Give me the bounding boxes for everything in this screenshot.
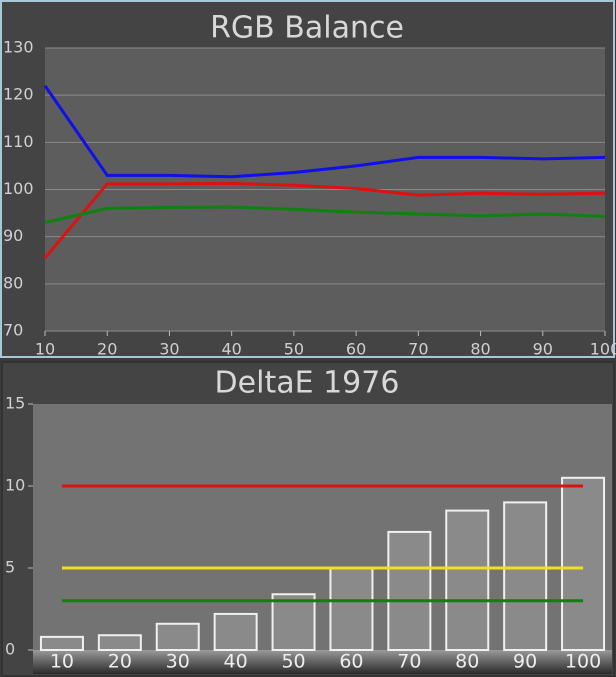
y-tick-label: 15: [5, 394, 25, 413]
y-tick-label: 5: [5, 558, 15, 577]
series-line: [44, 205, 606, 224]
x-tick-label: 70: [408, 340, 428, 359]
x-tick-label: 20: [97, 340, 117, 359]
x-tick-label: 80: [455, 651, 479, 673]
y-tick-label: 0: [5, 640, 15, 659]
y-tick-label: 80: [3, 273, 23, 292]
x-tick-label: 30: [166, 651, 190, 673]
x-tick-label: 100: [590, 340, 616, 359]
x-tick-label: 90: [533, 340, 553, 359]
series-line: [43, 84, 606, 179]
bar: [561, 476, 606, 651]
y-tick-label: 70: [3, 321, 23, 340]
x-tick-label: 40: [221, 340, 241, 359]
y-tick-label: 120: [3, 85, 34, 104]
bar: [445, 509, 490, 651]
bar: [97, 634, 142, 651]
x-tick-label: 20: [108, 651, 132, 673]
x-tick-label: 40: [224, 651, 248, 673]
chart-title: DeltaE 1976: [215, 366, 400, 401]
bar: [213, 612, 258, 651]
x-tick-label: 10: [50, 651, 74, 673]
bar: [503, 501, 548, 651]
bar: [329, 567, 374, 651]
x-tick-label: 10: [35, 340, 55, 359]
x-tick-label: 90: [513, 651, 537, 673]
bar: [387, 530, 432, 651]
x-tick-label: 80: [470, 340, 490, 359]
y-tick-label: 10: [5, 476, 25, 495]
x-tick-label: 50: [281, 651, 305, 673]
bar: [39, 635, 84, 652]
x-tick-label: 70: [397, 651, 421, 673]
x-tick-label: 60: [339, 651, 363, 673]
bar: [155, 622, 200, 652]
category-band: [33, 650, 612, 674]
x-tick-label: 100: [565, 651, 601, 673]
x-tick-label: 50: [284, 340, 304, 359]
y-tick-label: 130: [3, 38, 34, 57]
x-tick-label: 60: [346, 340, 366, 359]
series-line: [43, 181, 606, 259]
y-tick-label: 100: [3, 179, 34, 198]
y-tick-label: 110: [3, 132, 34, 151]
y-tick-label: 90: [3, 226, 23, 245]
x-tick-label: 30: [159, 340, 179, 359]
chart-title: RGB Balance: [210, 11, 404, 46]
bar: [271, 593, 316, 651]
